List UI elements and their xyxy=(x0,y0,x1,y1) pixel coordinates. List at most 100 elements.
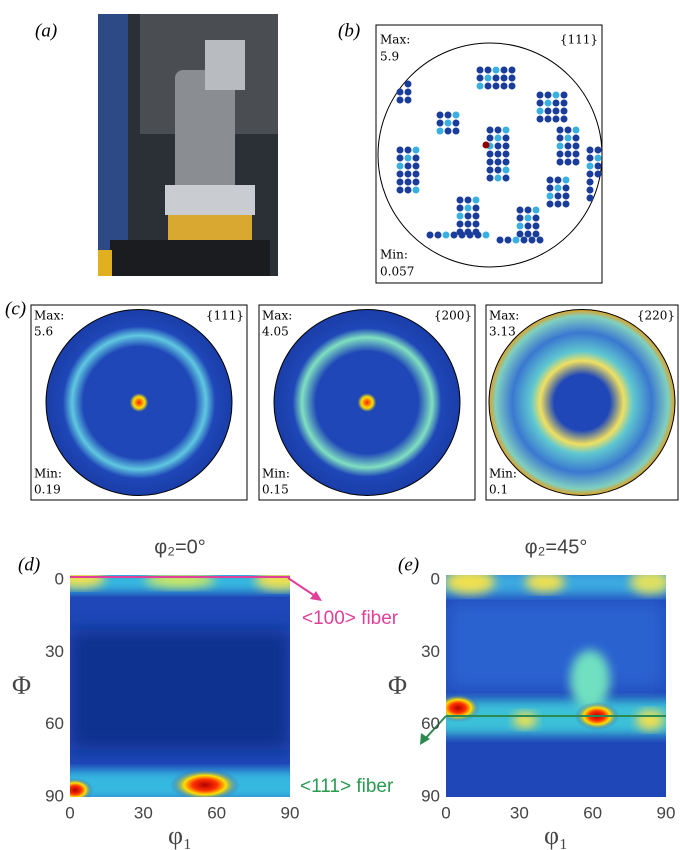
odf-map xyxy=(436,570,676,797)
pole-point xyxy=(473,221,480,228)
pole-point xyxy=(501,75,508,82)
y-tick-label: 30 xyxy=(45,642,64,661)
plane-label: {200} xyxy=(434,309,472,323)
pole-point xyxy=(473,205,480,212)
pole-point xyxy=(563,201,570,208)
max-label: Max: xyxy=(489,309,519,323)
pole-point xyxy=(487,175,494,182)
x-tick-label: 90 xyxy=(657,803,676,822)
min-label: Min: xyxy=(489,467,517,481)
min-value: 0.057 xyxy=(380,265,414,279)
annotation: <111> fiber xyxy=(300,776,394,797)
pole-point xyxy=(405,81,412,88)
pole-point xyxy=(495,127,502,134)
pole-point xyxy=(397,187,404,194)
pole-point xyxy=(485,83,492,90)
pole-point xyxy=(413,163,420,170)
pole-point xyxy=(503,151,510,158)
pole-point xyxy=(561,108,568,115)
pole-point xyxy=(537,116,544,123)
pole-point xyxy=(525,231,532,238)
pole-point xyxy=(495,167,502,174)
pole-point xyxy=(517,231,524,238)
pole-point xyxy=(459,232,466,239)
max-value: 4.05 xyxy=(262,325,289,339)
max-label: Max: xyxy=(34,309,64,323)
pole-point xyxy=(467,232,474,239)
pole-point xyxy=(445,128,452,135)
x-tick-label: 0 xyxy=(65,803,74,822)
pole-point xyxy=(405,89,412,96)
pole-point xyxy=(557,127,564,134)
pole-point xyxy=(561,92,568,99)
pole-point xyxy=(573,151,580,158)
pole-point xyxy=(547,201,554,208)
pole-point xyxy=(457,205,464,212)
y-tick-label: 60 xyxy=(45,714,64,733)
pole-point xyxy=(553,92,560,99)
x-axis-label: φ₁ xyxy=(544,821,568,850)
pole-point xyxy=(587,155,594,162)
pole-point xyxy=(513,237,520,244)
pole-point xyxy=(501,83,508,90)
y-tick-label: 60 xyxy=(421,714,440,733)
pole-point xyxy=(525,223,532,230)
pole-point xyxy=(397,147,404,154)
pole-point xyxy=(413,171,420,178)
max-value: 5.9 xyxy=(380,50,399,64)
pole-point xyxy=(405,147,412,154)
pole-point xyxy=(509,67,516,74)
pole-point xyxy=(453,128,460,135)
x-tick-label: 30 xyxy=(134,803,153,822)
pole-point xyxy=(595,171,602,178)
pole-point xyxy=(555,185,562,192)
pole-point xyxy=(533,231,540,238)
pole-point xyxy=(517,215,524,222)
pole-point xyxy=(445,112,452,119)
pole-point xyxy=(397,155,404,162)
pole-point xyxy=(457,197,464,204)
pole-point xyxy=(565,151,572,158)
pole-point xyxy=(495,151,502,158)
pole-point xyxy=(565,135,572,142)
pole-point xyxy=(473,197,480,204)
panel-label: (b) xyxy=(338,20,360,41)
y-tick-label: 90 xyxy=(45,786,64,805)
pole-point xyxy=(503,127,510,134)
plane-label: {111} xyxy=(560,33,598,47)
max-value: 3.13 xyxy=(489,325,516,339)
pole-point xyxy=(503,135,510,142)
arrow-head xyxy=(310,591,322,601)
figure: Max:5.6Min:0.19{111}Max:4.05Min:0.15{200… xyxy=(0,0,680,850)
min-value: 0.19 xyxy=(34,483,61,497)
min-label: Min: xyxy=(380,248,408,262)
pole-point xyxy=(565,159,572,166)
pole-point xyxy=(587,171,594,178)
pole-point xyxy=(487,167,494,174)
pole-point xyxy=(457,221,464,228)
pole-point xyxy=(413,155,420,162)
pole-point xyxy=(557,151,564,158)
pole-point xyxy=(509,83,516,90)
min-value: 0.15 xyxy=(262,483,289,497)
photo xyxy=(98,14,278,276)
plane-label: {111} xyxy=(206,309,244,323)
pole-point xyxy=(465,197,472,204)
pole-point xyxy=(573,159,580,166)
pole-point xyxy=(503,143,510,150)
pole-point xyxy=(493,83,500,90)
pole-point xyxy=(557,159,564,166)
pole-point xyxy=(525,215,532,222)
pole-point xyxy=(553,116,560,123)
pole-point xyxy=(465,213,472,220)
pole-point xyxy=(501,67,508,74)
plane-label: {220} xyxy=(637,309,675,323)
pole-point xyxy=(437,120,444,127)
pole-point xyxy=(495,159,502,166)
pole-figure xyxy=(274,310,460,496)
panel-label: (e) xyxy=(398,554,419,575)
pole-point xyxy=(545,92,552,99)
pole-point xyxy=(509,75,516,82)
pole-point xyxy=(587,195,594,202)
pole-point xyxy=(521,237,528,244)
